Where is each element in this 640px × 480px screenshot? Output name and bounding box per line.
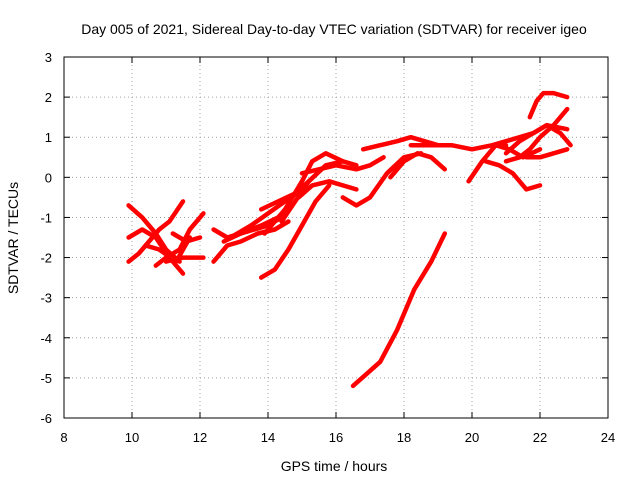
y-tick-label: 2	[45, 90, 52, 105]
x-tick-label: 14	[261, 430, 275, 445]
series-pass-03	[126, 199, 186, 264]
x-tick-label: 18	[397, 430, 411, 445]
y-tick-label: -1	[40, 210, 52, 225]
y-tick-label: -5	[40, 371, 52, 386]
y-tick-label: -3	[40, 291, 52, 306]
x-tick-label: 12	[193, 430, 207, 445]
y-tick-label: -4	[40, 331, 52, 346]
series-pass-14	[279, 159, 359, 224]
series-pass-28	[524, 147, 570, 160]
x-tick-label: 10	[125, 430, 139, 445]
series-pass-19	[360, 134, 441, 152]
series-pass-09	[211, 219, 291, 264]
y-tick-label: -2	[40, 251, 52, 266]
series-pass-27	[503, 122, 573, 156]
series-pass-13	[258, 183, 332, 280]
series-pass-07	[170, 231, 203, 244]
chart-title: Day 005 of 2021, Sidereal Day-to-day VTE…	[81, 21, 587, 37]
series-pass-20	[388, 151, 448, 180]
series-group	[126, 90, 573, 389]
x-axis-label: GPS time / hours	[281, 458, 388, 474]
series-pass-18	[340, 151, 424, 208]
y-tick-label: 3	[45, 50, 52, 65]
x-tick-label: 20	[465, 430, 479, 445]
series-pass-22	[350, 231, 448, 389]
series-pass-02	[126, 227, 186, 276]
x-tick-label: 24	[601, 430, 615, 445]
series-pass-26	[503, 106, 570, 164]
series-pass-05	[143, 235, 193, 264]
x-tick-label: 16	[329, 430, 343, 445]
grid	[64, 57, 608, 418]
x-tick-label: 22	[533, 430, 547, 445]
y-tick-label: 0	[45, 170, 52, 185]
series-pass-24	[483, 159, 543, 192]
series-pass-16	[299, 155, 386, 176]
x-tick-label: 8	[60, 430, 67, 445]
series-pass-04	[153, 211, 206, 268]
series-pass-17	[296, 179, 359, 200]
series-pass-06	[163, 255, 206, 264]
y-axis-label: SDTVAR / TECUs	[5, 182, 21, 294]
y-tick-label: -6	[40, 411, 52, 426]
series-pass-29	[527, 90, 570, 120]
y-tick-label: 1	[45, 130, 52, 145]
